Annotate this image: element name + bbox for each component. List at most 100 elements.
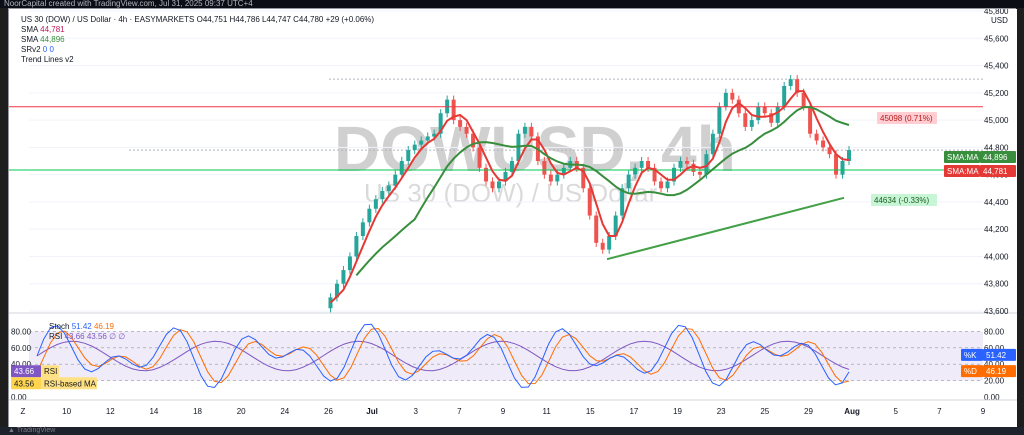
watermark-header: NoorCapital created with TradingView.com… <box>0 0 1024 8</box>
watermark-description: US 30 (DOW) / US Dollar <box>364 178 658 208</box>
candle-body <box>438 113 443 134</box>
osc-legend: Stoch 51.42 46.19 RSI 43.66 43.56 ∅ ∅ <box>49 322 125 342</box>
candle-body <box>542 161 547 175</box>
sma-ma-badge-2-value-bg <box>980 165 1016 177</box>
resistance-badge-bg <box>877 112 937 124</box>
support-badge: 44634 (-0.33%) <box>874 196 929 205</box>
candle-body <box>633 167 638 175</box>
osc-stoch-row[interactable]: Stoch 51.42 46.19 <box>49 322 125 332</box>
candle-body <box>600 242 605 250</box>
legend-sma2-row[interactable]: SMA 44,896 <box>21 35 374 45</box>
footer-bar: ▲ TradingView <box>0 427 1024 435</box>
tradingview-logo-icon: ▲ <box>8 427 17 434</box>
y-tick-label: 45,200 <box>984 89 1009 98</box>
stoch-d-line <box>36 327 850 385</box>
legend-sma1-row[interactable]: SMA 44,781 <box>21 25 374 35</box>
k-value-badge: 51.42 <box>986 351 1007 360</box>
candle-body <box>581 167 586 189</box>
candle-body <box>497 181 501 189</box>
y-tick-label: 45,800 <box>984 9 1009 16</box>
osc-stoch-label: Stoch <box>49 322 70 331</box>
rsi-line <box>36 340 850 372</box>
legend-srv2-value: 0 0 <box>42 45 54 54</box>
candle-body <box>775 106 780 123</box>
candle-body <box>801 92 806 107</box>
osc-left-tick: 0.00 <box>11 393 27 402</box>
candle-body <box>555 174 560 182</box>
candle-body <box>406 150 411 161</box>
candle-body <box>613 215 618 236</box>
x-tick-label: 17 <box>629 407 638 416</box>
candle-body <box>723 92 728 107</box>
candle-body <box>503 171 508 182</box>
candle-body <box>646 161 651 168</box>
osc-right-tick: 40.00 <box>984 360 1005 369</box>
axis-currency: USD <box>991 16 1008 25</box>
x-tick-label: 12 <box>106 407 115 416</box>
price-axis[interactable]: USD45,80045,60045,40045,20045,00044,8004… <box>984 9 1009 316</box>
osc-left-tick: 60.00 <box>11 344 32 353</box>
x-tick-label: Aug <box>844 407 860 416</box>
candle-body <box>529 126 534 137</box>
x-tick-label: 14 <box>149 407 158 416</box>
y-tick-label: 43,600 <box>984 307 1009 316</box>
candle-body <box>626 174 631 189</box>
candle-body <box>354 236 359 257</box>
rsi-value-badge: 43.66 <box>14 367 35 376</box>
x-tick-label: 26 <box>324 407 333 416</box>
stoch-k-line <box>36 323 850 389</box>
candle-body <box>380 191 385 200</box>
legend-symbol: US 30 (DOW) / US Dollar · 4h · EASYMARKE… <box>21 15 195 24</box>
rsima-value-badge: 43.56 <box>14 379 35 388</box>
oscillator-pane: 80.0060.0040.0020.000.0080.0060.0040.002… <box>9 312 1017 402</box>
legend-trend-row[interactable]: Trend Lines v2 <box>21 55 374 65</box>
candle-body <box>652 167 657 182</box>
candle-body <box>509 161 514 172</box>
osc-left-tick: 40.00 <box>11 360 32 369</box>
candle-body <box>347 256 352 271</box>
candle-body <box>749 120 754 127</box>
osc-rsi-row[interactable]: RSI 43.66 43.56 ∅ ∅ <box>49 332 125 342</box>
candle-body <box>432 133 437 137</box>
osc-right-tick: 80.00 <box>984 327 1005 336</box>
candle-body <box>743 113 748 127</box>
support-badge-bg <box>871 194 937 206</box>
candle-body <box>795 79 800 93</box>
candle-body <box>782 86 787 107</box>
x-tick-label: 5 <box>894 407 899 416</box>
main-legend: US 30 (DOW) / US Dollar · 4h · EASYMARKE… <box>21 15 374 65</box>
candle-body <box>704 154 709 175</box>
osc-right-tick: 60.00 <box>984 344 1005 353</box>
rsima-tag-badge: RSI-based MA <box>44 379 97 388</box>
legend-srv2-label: SRv2 <box>21 45 41 54</box>
candle-body <box>386 185 391 191</box>
candle-body <box>561 167 566 175</box>
candle-body <box>827 147 832 155</box>
legend-sma1-value: 44,781 <box>40 25 65 34</box>
k-tag-badge-bg <box>961 348 983 361</box>
legend-trend-label: Trend Lines v2 <box>21 55 74 64</box>
y-tick-label: 43,800 <box>984 280 1009 289</box>
legend-srv2-row[interactable]: SRv2 0 0 <box>21 45 374 55</box>
candle-body <box>639 161 644 168</box>
price-chart[interactable]: DOWUSD, 4h US 30 (DOW) / US Dollar 80.00… <box>9 9 1017 428</box>
rsima-tag-badge-bg <box>41 377 97 390</box>
rsi-tag-badge: RSI <box>44 367 57 376</box>
legend-symbol-row[interactable]: US 30 (DOW) / US Dollar · 4h · EASYMARKE… <box>21 15 374 25</box>
candle-body <box>607 236 612 250</box>
x-tick-label: 9 <box>501 407 506 416</box>
candle-body <box>399 161 404 175</box>
candle-body <box>451 99 456 121</box>
x-tick-label: 15 <box>586 407 595 416</box>
y-tick-label: 45,400 <box>984 62 1009 71</box>
candle-body <box>425 136 430 141</box>
sma-ma-badge-2: SMA:MA <box>947 167 979 176</box>
x-tick-label: 25 <box>760 407 769 416</box>
x-tick-label: 29 <box>804 407 813 416</box>
chart-frame[interactable]: DOWUSD, 4h US 30 (DOW) / US Dollar 80.00… <box>8 8 1017 428</box>
candle-body <box>548 174 553 182</box>
sma-ma-badge-1: SMA:MA <box>947 153 979 162</box>
time-axis[interactable]: Z 10 12 14 18 20 24 26 Jul 3 7 9 11 15 17 19 23 25 29 Aug 5 7… <box>9 399 1017 416</box>
candle-body <box>477 147 482 168</box>
x-tick-label: 7 <box>937 407 942 416</box>
